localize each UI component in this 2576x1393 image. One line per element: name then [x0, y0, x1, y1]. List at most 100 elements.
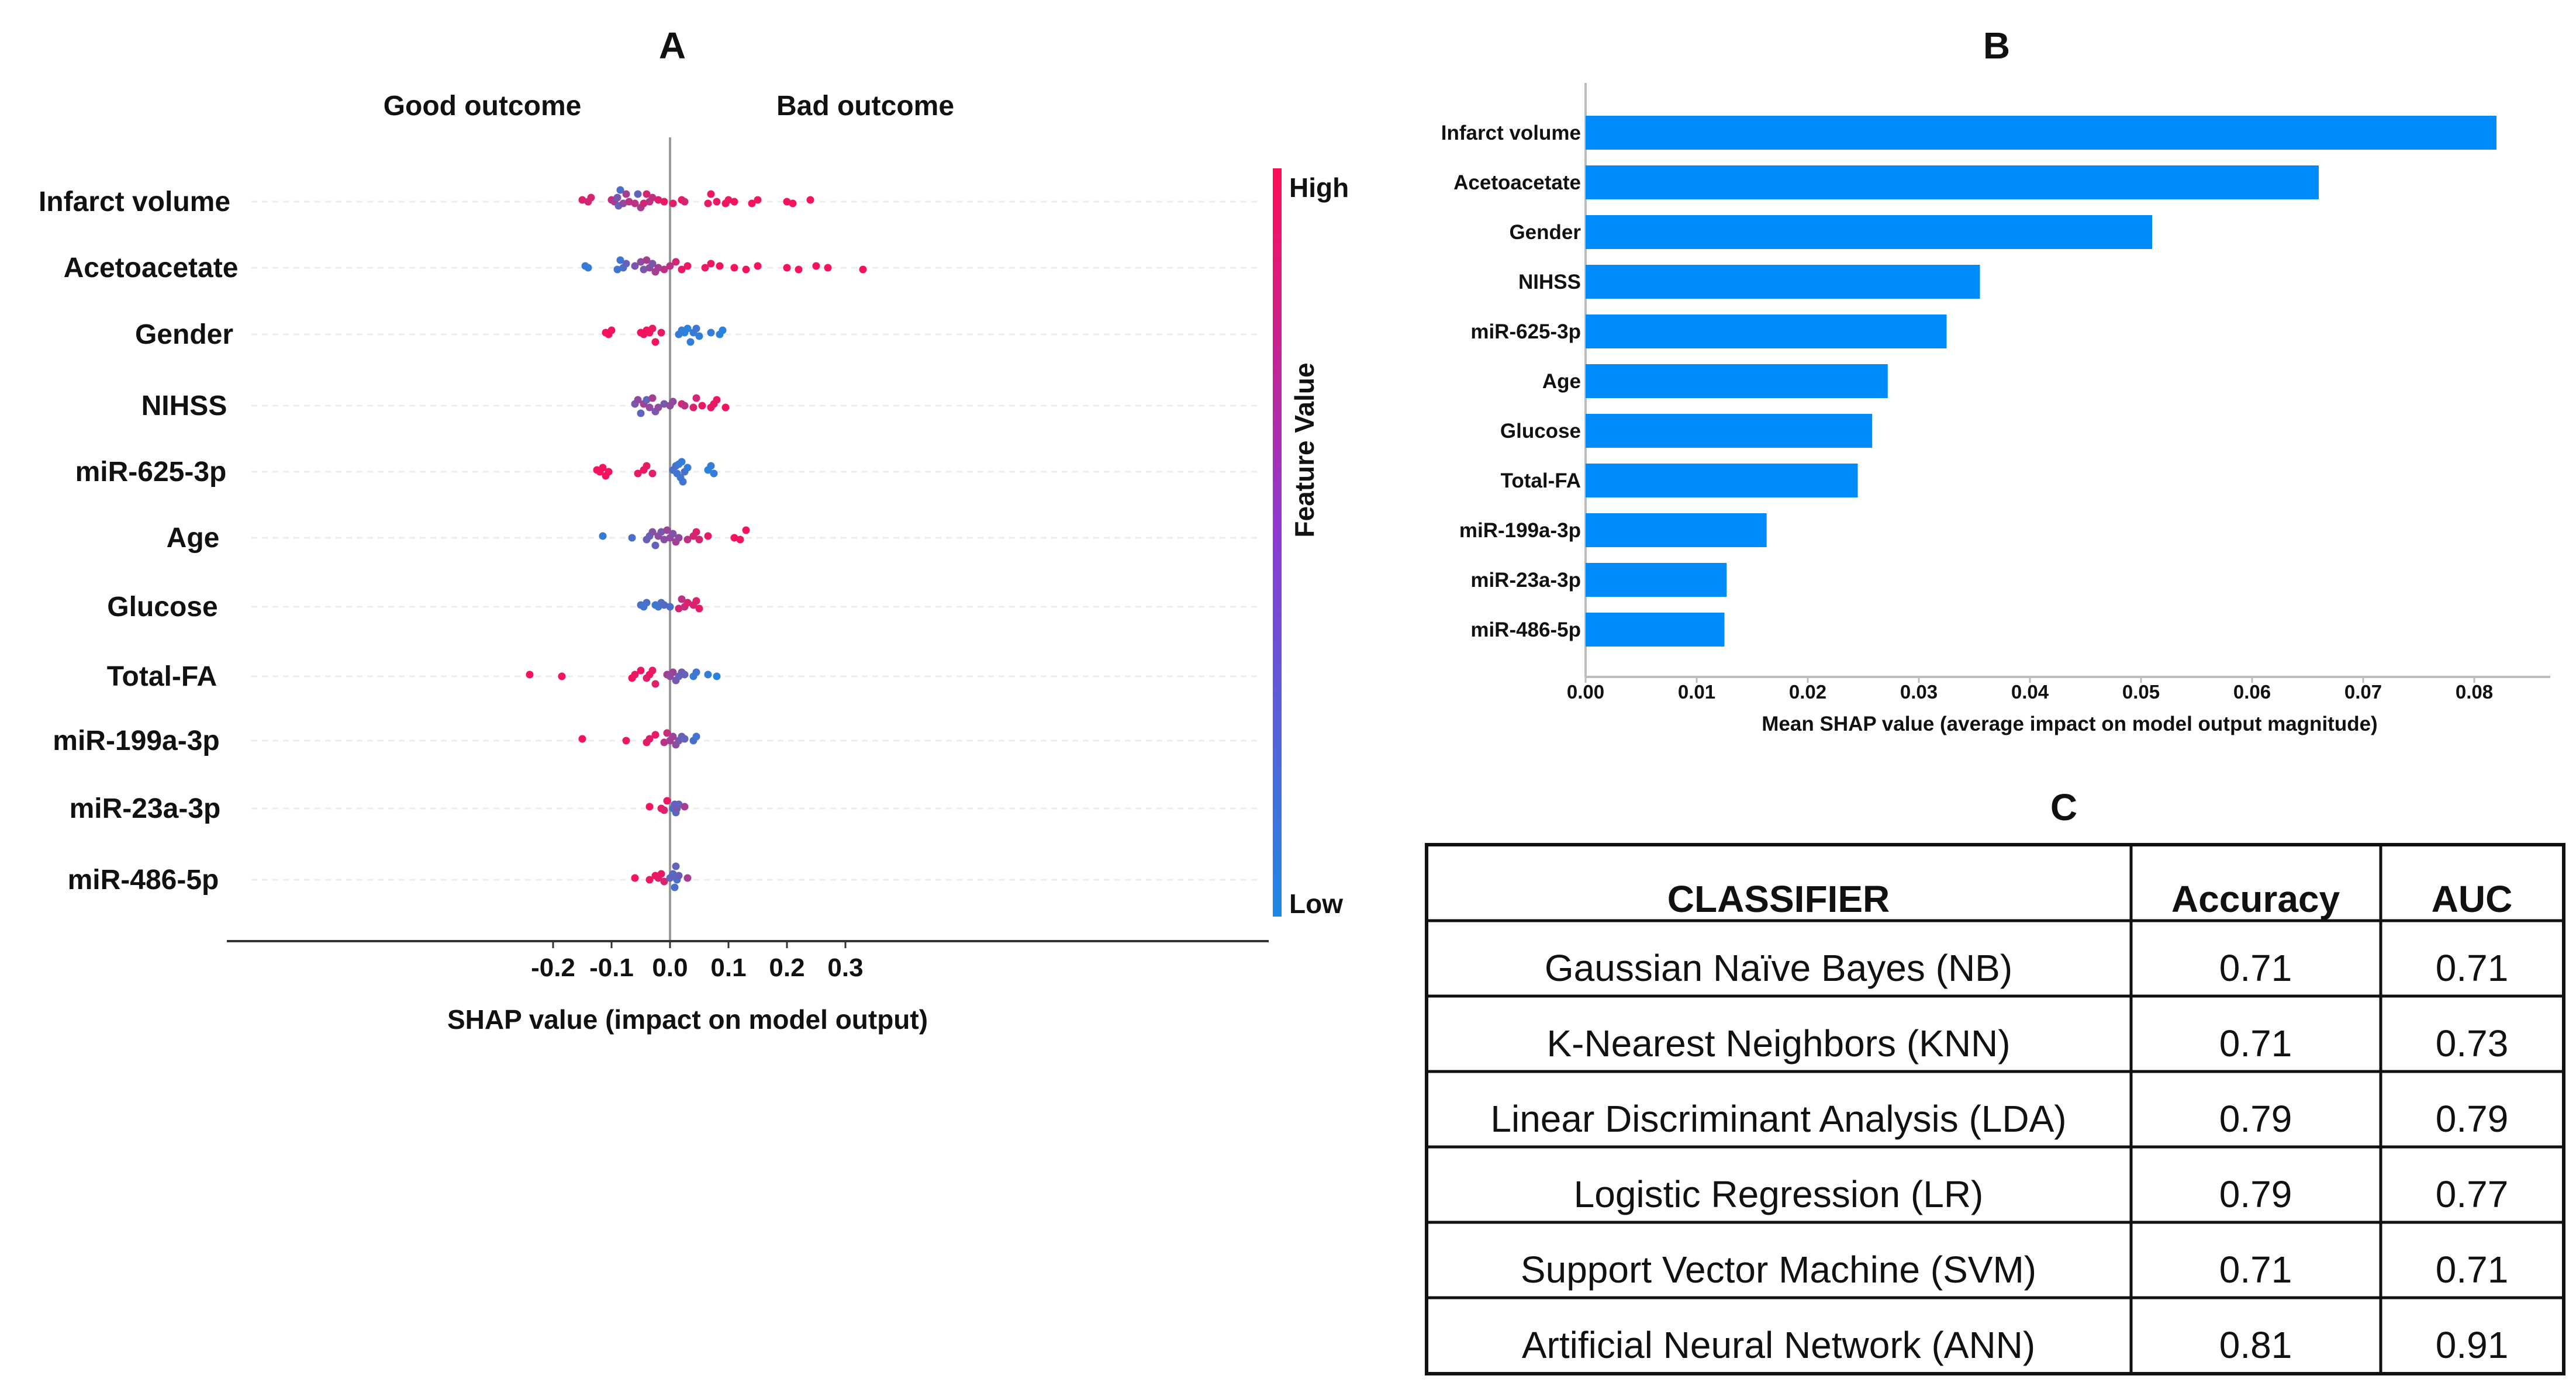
feature-label: Acetoacetate — [64, 253, 239, 284]
shap-point — [681, 198, 689, 206]
shap-point — [643, 190, 651, 198]
category-label: Age — [1542, 370, 1581, 393]
shap-point — [657, 329, 665, 337]
shap-point — [648, 666, 657, 675]
auc-cell: 0.71 — [2436, 1249, 2509, 1291]
auc-cell: 0.79 — [2436, 1098, 2509, 1140]
x-axis-label: SHAP value (impact on model output) — [447, 1004, 928, 1035]
bar — [1586, 265, 1980, 299]
shap-point — [669, 732, 677, 741]
shap-point — [645, 735, 654, 743]
shap-point — [643, 462, 651, 470]
table-row: Support Vector Machine (SVM) 0.71 0.71 — [1521, 1249, 2508, 1291]
shap-point — [859, 265, 867, 274]
panel-b-label: B — [1983, 25, 2010, 67]
shap-point — [669, 199, 677, 208]
shap-point — [695, 535, 703, 544]
accuracy-cell: 0.71 — [2219, 1022, 2292, 1064]
shap-point — [640, 199, 648, 208]
shap-point — [730, 264, 738, 272]
shap-point — [613, 193, 621, 202]
shap-point — [675, 800, 683, 808]
shap-point — [671, 883, 679, 891]
shap-point — [578, 735, 586, 743]
shap-point — [640, 265, 648, 274]
shap-point — [654, 403, 662, 412]
shap-point — [724, 196, 733, 204]
panel-c-label: C — [2050, 786, 2077, 828]
shap-point — [616, 186, 624, 194]
shap-point — [558, 672, 566, 680]
shap-point — [587, 193, 595, 202]
table-row: Gaussian Naïve Bayes (NB) 0.71 0.71 — [1545, 947, 2508, 989]
good-outcome-label: Good outcome — [384, 91, 582, 122]
x-tick-label: 0.01 — [1678, 681, 1715, 703]
shap-point — [679, 478, 687, 486]
classifier-cell: Artificial Neural Network (ANN) — [1522, 1324, 2035, 1366]
auc-cell: 0.91 — [2436, 1324, 2509, 1366]
shap-point — [672, 862, 680, 870]
shap-point — [660, 535, 668, 544]
x-axis-label: Mean SHAP value (average impact on model… — [1762, 713, 2377, 735]
shap-point — [622, 737, 630, 745]
shap-point — [692, 732, 700, 741]
shap-point — [607, 326, 616, 334]
accuracy-cell: 0.81 — [2219, 1324, 2292, 1366]
shap-point — [692, 324, 700, 333]
accuracy-cell: 0.79 — [2219, 1098, 2292, 1140]
shap-point — [683, 262, 692, 270]
colorbar-high-label: High — [1289, 172, 1349, 203]
shap-point — [748, 199, 756, 208]
shap-point — [628, 534, 636, 542]
accuracy-cell: 0.71 — [2219, 947, 2292, 989]
table-row: Linear Discriminant Analysis (LDA) 0.79 0.… — [1490, 1098, 2508, 1140]
shap-point — [681, 803, 689, 811]
x-tick-label: 0.2 — [769, 953, 804, 982]
shap-point — [704, 532, 712, 540]
colorbar-title: Feature Value — [1289, 362, 1320, 537]
x-tick-label: 0.06 — [2233, 681, 2271, 703]
shap-point — [783, 264, 791, 272]
bar — [1586, 613, 1725, 647]
row-dividers — [1427, 919, 2564, 1299]
x-tick-label: 0.0 — [652, 953, 688, 982]
bar — [1586, 464, 1858, 497]
category-label: miR-199a-3p — [1459, 519, 1581, 542]
category-label: Glucose — [1500, 420, 1581, 443]
x-tick-label: 0.3 — [827, 953, 863, 982]
panel-a-label: A — [659, 25, 686, 67]
bar — [1586, 314, 1947, 348]
shap-point — [698, 402, 706, 410]
shap-point — [754, 196, 762, 204]
x-tick-label: 0.03 — [1900, 681, 1938, 703]
shap-point — [599, 464, 607, 472]
table-rows: Gaussian Naïve Bayes (NB) 0.71 0.71 K-Neare… — [1490, 947, 2508, 1366]
x-tick-label: 0.1 — [710, 953, 746, 982]
shap-point — [692, 394, 700, 402]
feature-label: miR-625-3p — [75, 457, 227, 488]
table-border — [1425, 843, 2565, 1375]
shap-point — [669, 668, 677, 676]
x-tick-label: 0.02 — [1789, 681, 1826, 703]
shap-point — [695, 604, 703, 613]
shap-point — [578, 196, 586, 204]
shap-point — [637, 258, 645, 266]
bar — [1586, 364, 1888, 398]
shap-point — [669, 530, 677, 538]
shap-point — [648, 394, 657, 402]
shap-point — [651, 541, 659, 549]
classifier-cell: Linear Discriminant Analysis (LDA) — [1490, 1098, 2066, 1140]
table-row: Artificial Neural Network (ANN) 0.81 0.91 — [1522, 1324, 2508, 1366]
shap-point — [675, 604, 683, 613]
shap-point — [806, 196, 814, 204]
shap-point — [683, 535, 692, 544]
x-tick-label: 0.00 — [1567, 681, 1604, 703]
x-tick-label: -0.1 — [589, 953, 634, 982]
feature-label: Age — [167, 523, 220, 554]
shap-point — [651, 731, 659, 739]
feature-label: NIHSS — [141, 390, 227, 421]
shap-point — [701, 264, 709, 272]
shap-point — [625, 198, 633, 206]
table-row: K-Nearest Neighbors (KNN) 0.71 0.73 — [1546, 1022, 2508, 1064]
shap-point — [648, 193, 657, 202]
